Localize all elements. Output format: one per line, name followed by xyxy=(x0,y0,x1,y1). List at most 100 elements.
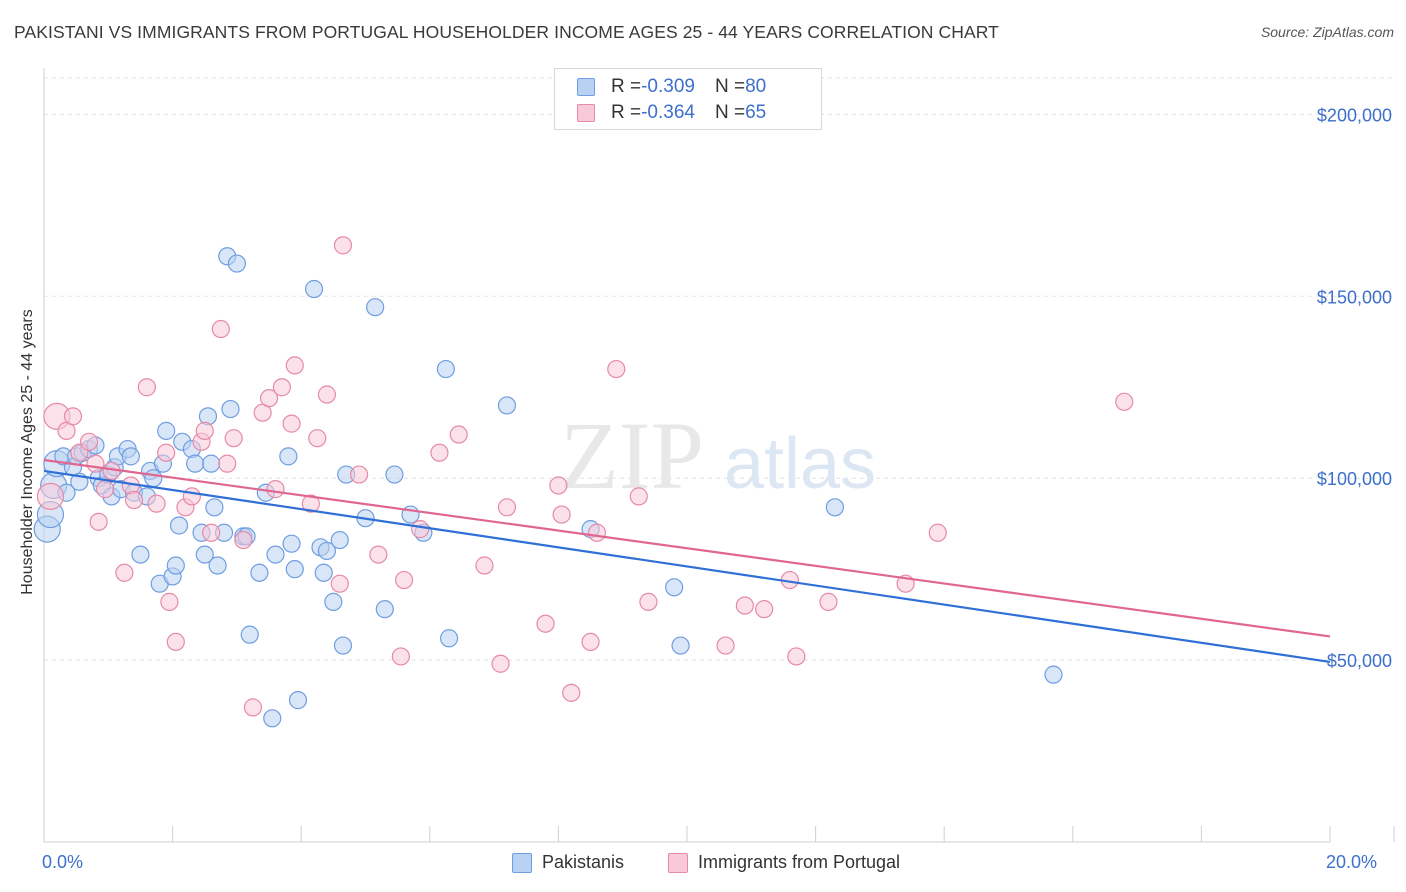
data-point xyxy=(497,498,517,517)
data-point xyxy=(301,494,320,513)
legend-stats: R = -0.309 N = 80 R = -0.364 N = 65 xyxy=(554,68,822,130)
data-point xyxy=(205,498,224,517)
data-point xyxy=(160,592,179,611)
data-point xyxy=(317,541,337,561)
data-point xyxy=(36,482,65,510)
data-point xyxy=(430,443,449,462)
legend-item-portugal[interactable]: Immigrants from Portugal xyxy=(668,852,900,873)
trend-lines xyxy=(43,458,1331,664)
legend-row-pakistanis: R = -0.309 N = 80 xyxy=(577,75,766,99)
data-point xyxy=(304,279,324,299)
data-point xyxy=(536,614,555,633)
data-point xyxy=(436,359,455,379)
data-point xyxy=(63,407,83,426)
legend-swatch-pakistanis xyxy=(577,78,595,96)
data-point xyxy=(735,596,754,615)
data-point xyxy=(137,378,156,397)
n-value: 80 xyxy=(745,76,767,97)
data-point xyxy=(819,592,838,611)
data-point xyxy=(552,505,571,524)
data-point xyxy=(182,487,201,506)
data-point xyxy=(186,454,205,473)
data-point xyxy=(208,556,227,575)
data-point xyxy=(227,254,246,273)
data-point xyxy=(79,432,99,451)
y-axis-label: Householder Income Ages 25 - 44 years xyxy=(19,309,36,595)
data-point xyxy=(755,600,774,619)
data-point xyxy=(266,480,285,499)
data-point xyxy=(394,570,414,590)
data-point xyxy=(89,512,108,531)
data-point xyxy=(385,465,404,484)
data-point xyxy=(263,709,282,728)
data-point xyxy=(224,429,243,448)
pakistanis-points xyxy=(33,247,1063,728)
data-point xyxy=(221,399,240,419)
chart-title: PAKISTANI VS IMMIGRANTS FROM PORTUGAL HO… xyxy=(14,22,999,42)
data-point xyxy=(449,425,468,444)
data-point xyxy=(218,454,237,473)
data-point xyxy=(285,560,304,579)
data-point xyxy=(491,654,510,673)
legend-item-pakistanis[interactable]: Pakistanis xyxy=(512,852,624,873)
data-point xyxy=(391,647,410,666)
data-point xyxy=(211,319,230,339)
y-tick-label: $50,000 xyxy=(1327,651,1392,671)
data-point xyxy=(439,629,459,648)
r-value: -0.364 xyxy=(641,102,695,123)
data-point xyxy=(629,487,648,506)
data-point xyxy=(333,236,353,255)
data-point xyxy=(366,298,385,317)
data-point xyxy=(333,636,353,655)
data-point xyxy=(324,592,343,611)
data-point xyxy=(86,454,105,473)
data-point xyxy=(1115,392,1134,411)
data-point xyxy=(562,683,581,702)
data-point xyxy=(240,625,259,644)
data-point xyxy=(157,421,176,440)
legend-row-portugal: R = -0.364 N = 65 xyxy=(577,101,766,125)
data-point xyxy=(243,698,263,717)
y-tick-label: $150,000 xyxy=(1317,287,1392,307)
trend-line-pakistanis xyxy=(43,469,1331,664)
axes xyxy=(43,68,1395,843)
data-point xyxy=(787,647,806,666)
data-point xyxy=(607,359,626,379)
x-tick-min: 0.0% xyxy=(42,852,84,872)
portugal-points xyxy=(36,236,1134,717)
data-point xyxy=(266,545,285,564)
data-point xyxy=(317,385,337,404)
data-point xyxy=(285,356,304,375)
data-point xyxy=(272,378,292,397)
data-point xyxy=(581,632,600,652)
x-tick-max: 20.0% xyxy=(1326,852,1378,872)
n-value: 65 xyxy=(745,102,767,123)
watermark: ZIP atlas xyxy=(560,402,876,509)
data-point xyxy=(330,574,349,593)
data-point xyxy=(288,691,308,710)
data-point xyxy=(157,443,176,462)
data-point xyxy=(330,530,349,550)
data-point xyxy=(825,498,844,517)
data-point xyxy=(121,447,140,466)
data-point xyxy=(95,480,115,499)
data-point xyxy=(639,592,658,611)
data-point xyxy=(234,530,253,550)
data-point xyxy=(250,563,269,582)
data-point xyxy=(375,600,394,619)
r-label: R = xyxy=(611,76,642,97)
n-label: N = xyxy=(714,102,746,123)
data-point xyxy=(314,563,333,582)
source-label: Source: ZipAtlas.com xyxy=(1260,24,1394,40)
data-point xyxy=(1044,665,1063,684)
data-point xyxy=(195,545,214,564)
data-point xyxy=(497,396,517,415)
data-point xyxy=(259,389,279,408)
data-point xyxy=(716,636,735,655)
data-point xyxy=(411,520,430,539)
data-point xyxy=(928,523,947,542)
legend-swatch-portugal xyxy=(668,852,688,873)
legend-label-portugal: Immigrants from Portugal xyxy=(698,852,901,872)
gridlines xyxy=(44,77,1394,661)
